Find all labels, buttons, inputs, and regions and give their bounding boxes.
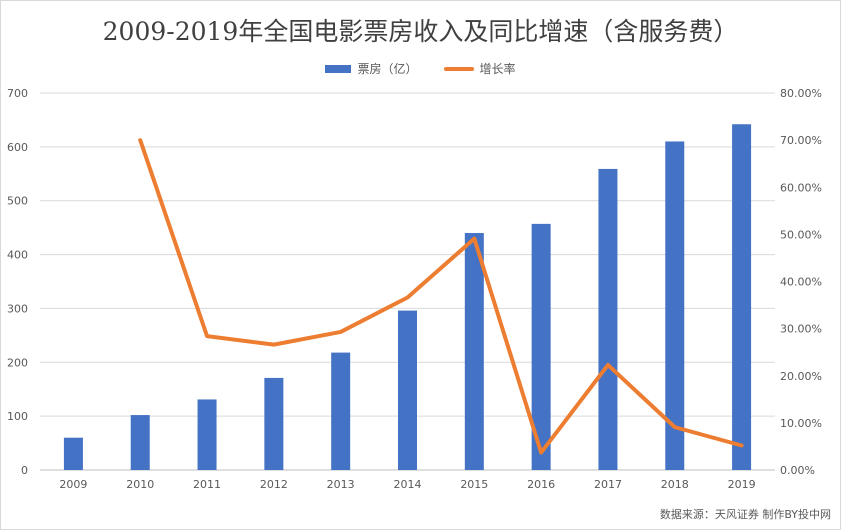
x-tick-label: 2009 <box>59 478 87 491</box>
bar <box>130 415 150 470</box>
legend-item-bars: 票房（亿） <box>325 60 418 77</box>
y-left-tick-label: 400 <box>7 249 28 262</box>
x-tick-label: 2019 <box>728 478 756 491</box>
x-tick-label: 2012 <box>260 478 288 491</box>
y-right-tick-label: 0.00% <box>780 464 815 477</box>
legend-swatch-line <box>443 66 474 71</box>
y-right-tick-label: 70.00% <box>780 134 822 147</box>
x-tick-label: 2017 <box>594 478 622 491</box>
chart-legend: 票房（亿） 增长率 <box>0 60 841 77</box>
bar <box>531 223 551 470</box>
bar <box>331 352 351 470</box>
x-tick-label: 2014 <box>394 478 422 491</box>
legend-item-line: 增长率 <box>443 60 516 77</box>
x-tick-label: 2015 <box>460 478 488 491</box>
bar <box>464 233 484 470</box>
y-right-tick-label: 10.00% <box>780 417 822 430</box>
y-left-tick-label: 700 <box>7 87 28 100</box>
x-tick-label: 2013 <box>327 478 355 491</box>
bar <box>197 399 217 470</box>
y-left-tick-label: 0 <box>21 464 28 477</box>
legend-label-line: 增长率 <box>479 62 516 76</box>
y-right-tick-label: 60.00% <box>780 181 822 194</box>
x-tick-label: 2011 <box>193 478 221 491</box>
growth-rate-line <box>138 138 744 455</box>
bar <box>398 310 417 470</box>
y-right-tick-label: 40.00% <box>780 276 822 289</box>
bar <box>63 437 83 470</box>
chart-title: 2009-2019年全国电影票房收入及同比增速（含服务费） <box>102 17 739 46</box>
legend-swatch-bars <box>325 64 352 73</box>
y-left-tick-label: 100 <box>7 410 28 423</box>
bar <box>665 141 685 470</box>
y-right-tick-label: 50.00% <box>780 228 822 241</box>
legend-label-bars: 票房（亿） <box>357 62 418 76</box>
source-note: 数据来源：天风证券 制作BY投中网 <box>659 508 831 521</box>
x-tick-label: 2016 <box>527 478 555 491</box>
bar <box>732 124 752 470</box>
y-right-tick-label: 20.00% <box>780 370 822 383</box>
y-right-tick-label: 30.00% <box>780 323 822 336</box>
bar <box>598 168 618 470</box>
bar <box>264 377 284 470</box>
y-left-tick-label: 200 <box>7 356 28 369</box>
y-left-tick-label: 600 <box>7 141 28 154</box>
y-right-tick-label: 80.00% <box>780 87 822 100</box>
y-left-tick-label: 500 <box>7 195 28 208</box>
x-tick-label: 2018 <box>661 478 689 491</box>
y-left-tick-label: 300 <box>7 302 28 315</box>
x-tick-label: 2010 <box>126 478 154 491</box>
